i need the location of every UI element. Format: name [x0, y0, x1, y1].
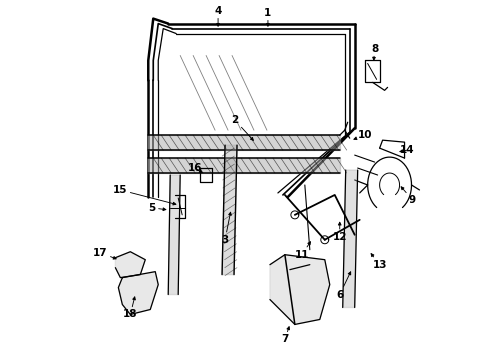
Polygon shape: [270, 255, 330, 324]
Polygon shape: [168, 175, 180, 294]
Text: 9: 9: [401, 187, 416, 205]
Text: 16: 16: [188, 163, 202, 173]
Text: 13: 13: [371, 253, 387, 270]
Text: 18: 18: [123, 297, 138, 319]
Polygon shape: [148, 135, 340, 150]
Text: 12: 12: [333, 222, 347, 242]
Text: 3: 3: [221, 212, 231, 245]
Text: 8: 8: [371, 44, 378, 60]
Text: 7: 7: [281, 327, 290, 345]
Text: 10: 10: [354, 130, 372, 140]
Text: 14: 14: [400, 145, 415, 155]
Polygon shape: [343, 170, 358, 307]
Text: 6: 6: [336, 272, 351, 300]
Polygon shape: [119, 272, 158, 315]
Text: 4: 4: [215, 6, 222, 26]
Polygon shape: [222, 145, 237, 275]
Polygon shape: [148, 158, 340, 173]
Text: 11: 11: [294, 242, 311, 260]
Polygon shape: [115, 252, 145, 278]
Text: 1: 1: [264, 8, 271, 26]
Text: 17: 17: [93, 248, 116, 259]
Text: 2: 2: [231, 115, 253, 140]
Text: 5: 5: [148, 203, 166, 213]
Text: 15: 15: [113, 185, 176, 205]
